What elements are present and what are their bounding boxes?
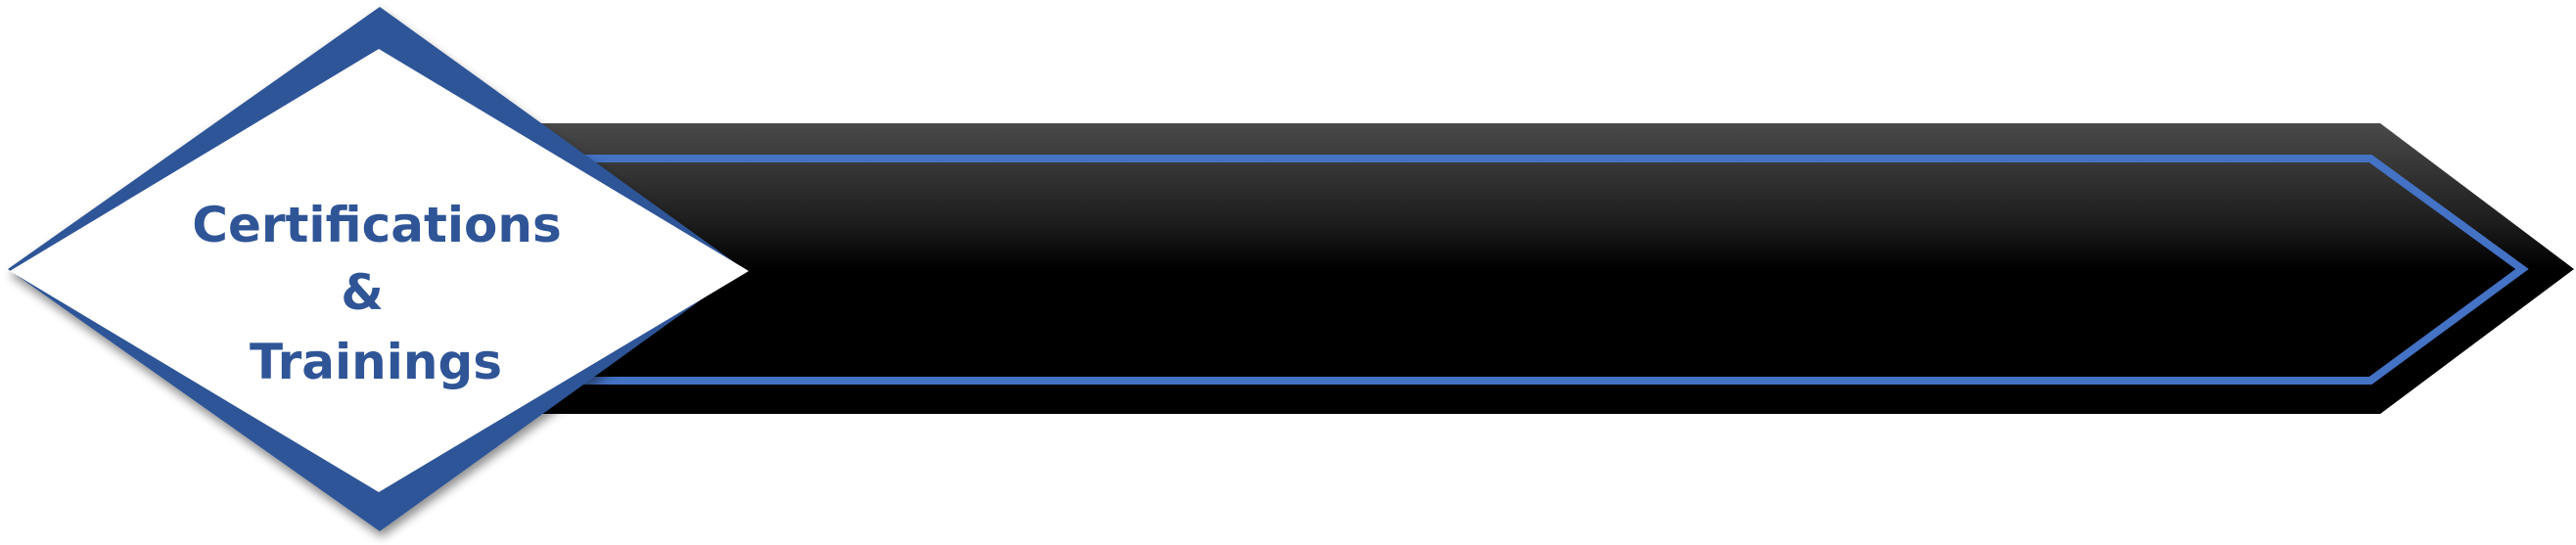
arrow-bar-stripe (548, 155, 2529, 385)
badge-title-line-2: & (341, 264, 384, 321)
badge-inner-diamond (10, 49, 749, 492)
arrow-bar (504, 123, 2574, 414)
badge-title-line-3: Trainings (250, 334, 502, 390)
badge-title-line-1: Certifications (192, 197, 562, 253)
